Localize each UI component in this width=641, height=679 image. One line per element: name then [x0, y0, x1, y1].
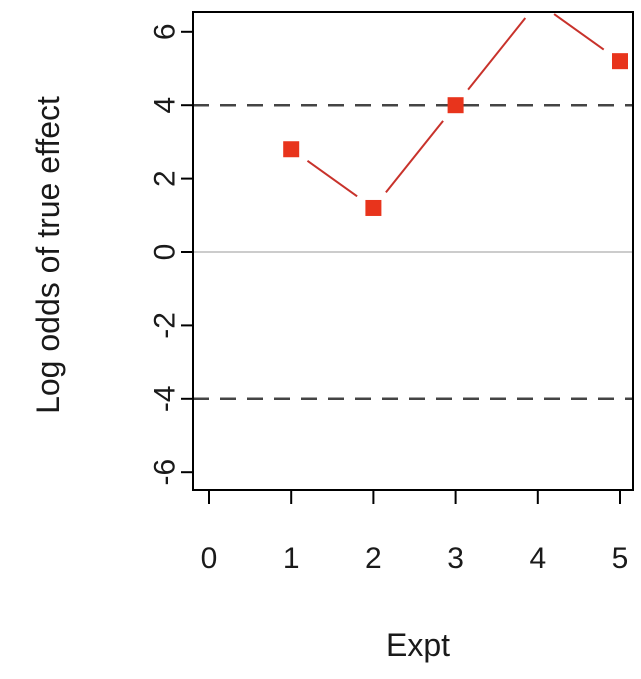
- x-tick-label: 2: [365, 542, 382, 575]
- data-point-marker: [365, 199, 382, 216]
- x-tick-label: 3: [447, 542, 464, 575]
- x-axis: 0 1 2 3 4 5: [201, 489, 629, 575]
- y-tick-label: -4: [149, 385, 182, 412]
- y-tick-label: 0: [149, 244, 182, 261]
- x-axis-title: Expt: [386, 627, 450, 663]
- series-segment: [467, 17, 527, 91]
- x-tick-label: 4: [529, 542, 546, 575]
- data-markers: [283, 0, 628, 216]
- y-tick-label: 2: [149, 170, 182, 187]
- y-tick-label: 6: [149, 23, 182, 40]
- y-axis-title: Log odds of true effect: [30, 96, 66, 414]
- reference-lines: [193, 103, 633, 401]
- y-tick-label: 4: [149, 97, 182, 114]
- series-segment: [385, 120, 444, 193]
- series-lines: [306, 13, 605, 198]
- data-point-marker: [612, 53, 628, 70]
- x-tick-label: 0: [201, 542, 218, 575]
- x-tick-label: 1: [283, 542, 300, 575]
- x-tick-label: 5: [612, 542, 629, 575]
- y-axis: -6 -4 -2 0 2 4 6: [149, 23, 193, 486]
- data-point-marker: [283, 141, 300, 158]
- plot-frame: [192, 11, 634, 491]
- series-segment: [306, 160, 358, 198]
- y-tick-label: -2: [149, 312, 182, 339]
- series-segment: [553, 13, 605, 51]
- data-point-marker: [530, 0, 546, 10]
- y-tick-label: -6: [149, 459, 182, 486]
- data-point-marker: [447, 97, 464, 114]
